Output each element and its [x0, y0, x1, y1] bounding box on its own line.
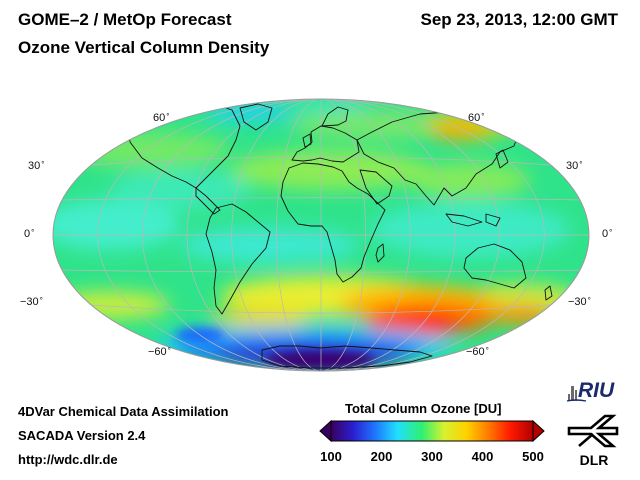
colorbar — [319, 420, 545, 443]
footer-line-2: SACADA Version 2.4 — [18, 428, 146, 443]
lat-label-60n-left: 60° — [153, 112, 170, 124]
forecast-datetime: Sep 23, 2013, 12:00 GMT — [420, 10, 619, 29]
lat-label-0-left: 0° — [24, 228, 35, 240]
colorbar-low-arrow — [319, 420, 332, 443]
dlr-logo: DLR — [567, 414, 619, 468]
riu-logo-text: RIU — [578, 379, 615, 402]
footer-url: http://wdc.dlr.de — [18, 452, 118, 467]
lat-label-60s-right: −60° — [466, 346, 489, 358]
dlr-logo-mark-icon — [567, 414, 619, 448]
colorbar-tick-500: 500 — [522, 449, 544, 464]
riu-logo: RIU — [566, 379, 615, 402]
lat-label-60s-left: −60° — [148, 346, 171, 358]
globe-border — [52, 98, 590, 372]
lat-label-60n-right: 60° — [468, 112, 485, 124]
colorbar-title: Total Column Ozone [DU] — [345, 401, 502, 416]
colorbar-tick-400: 400 — [471, 449, 494, 464]
ozone-field — [53, 99, 589, 371]
colorbar-gradient — [330, 420, 534, 442]
dlr-logo-text: DLR — [580, 452, 609, 468]
colorbar-tick-300: 300 — [421, 449, 443, 464]
lat-label-30s-right: −30° — [568, 296, 591, 308]
lat-label-0-right: 0° — [602, 228, 613, 240]
footer-line-1: 4DVar Chemical Data Assimilation — [18, 404, 229, 419]
graticule — [53, 99, 589, 371]
riu-logo-building-icon — [568, 394, 570, 401]
subtitle: Ozone Vertical Column Density — [18, 38, 270, 57]
title: GOME–2 / MetOp Forecast — [18, 10, 232, 29]
lat-label-30n-right: 30° — [566, 160, 583, 172]
colorbar-tick-100: 100 — [320, 449, 342, 464]
colorbar-tick-200: 200 — [370, 449, 393, 464]
colorbar-high-arrow — [532, 420, 545, 443]
lat-label-30s-left: −30° — [20, 296, 43, 308]
lat-label-30n-left: 30° — [28, 160, 45, 172]
